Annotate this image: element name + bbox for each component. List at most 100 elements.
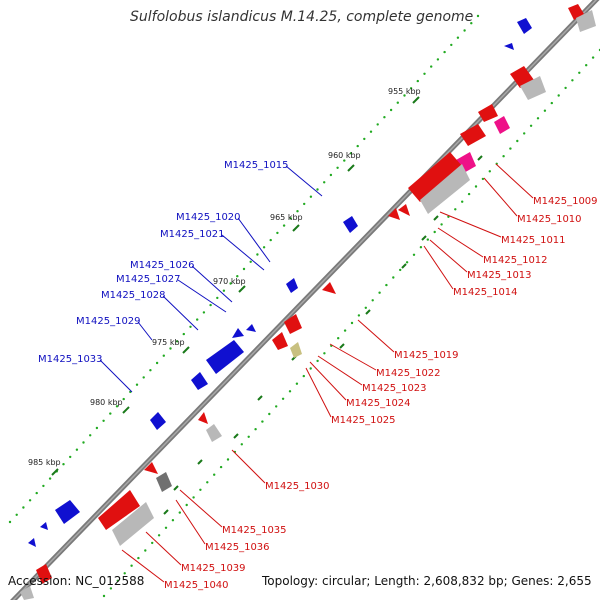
scale-dot [189, 325, 192, 328]
leader-line [191, 265, 233, 303]
leader-line [175, 499, 206, 545]
tick-mark [122, 406, 130, 414]
scale-ticks: 955 kbp 960 kbp 965 kbp 970 kbp 975 kbp 980 k… [28, 87, 483, 543]
scale-dot [433, 230, 436, 234]
scale-dot [48, 477, 52, 480]
tick-mark-minor [477, 155, 483, 161]
forward-gene [206, 340, 244, 374]
scale-dot [62, 463, 65, 466]
gene-label-reverse: M1425_1013 [467, 270, 532, 281]
forward-gene [504, 43, 514, 50]
gene-label-reverse: M1425_1009 [533, 196, 598, 207]
leader-line [99, 359, 133, 393]
leader-line [145, 531, 182, 566]
forward-gene [232, 328, 244, 338]
tick-mark-minor [339, 343, 345, 349]
scale-dot [135, 383, 139, 386]
scale-dot [329, 173, 333, 177]
scale-dot [289, 217, 292, 220]
scale-dot [206, 481, 209, 484]
scale-dot [144, 549, 147, 552]
scale-dot-tracks [8, 14, 600, 598]
tick-mark [238, 285, 246, 293]
leader-line [221, 234, 265, 271]
leader-line [423, 245, 454, 290]
scale-dot [202, 311, 206, 314]
scale-dot [288, 390, 292, 393]
scale-dot [376, 123, 379, 126]
leader-line [179, 489, 223, 528]
gene-label-reverse: M1425_1039 [181, 563, 246, 574]
gene-label-forward: M1425_1033 [38, 354, 103, 365]
scale-dot [95, 426, 99, 430]
leader-line [309, 361, 347, 401]
scale-dot [461, 200, 464, 203]
scale-dot [378, 291, 381, 294]
scale-dot [323, 181, 326, 184]
forward-gene [28, 538, 36, 547]
pseudo-gene [494, 116, 510, 134]
scale-dot [213, 473, 216, 476]
scale-dot [196, 318, 199, 321]
forward-gene [517, 18, 532, 34]
scale-dot [389, 108, 393, 112]
scale-dot [529, 124, 533, 128]
rna-feature [576, 10, 596, 32]
scale-dot [470, 22, 473, 25]
leader-line [285, 165, 323, 197]
scale-dot [162, 354, 165, 357]
tick-mark [182, 346, 190, 354]
scale-dot [262, 246, 266, 249]
tick-mark-minor [401, 263, 407, 269]
tick-label: 975 kbp [152, 338, 185, 347]
scale-dot [309, 367, 312, 370]
tick-label: 980 kbp [90, 398, 123, 407]
scale-dot [309, 195, 313, 198]
reverse-gene [408, 152, 462, 202]
gene-label-forward: M1425_1020 [176, 212, 241, 223]
scale-dot [488, 170, 491, 173]
accession-text: Accession: NC_012588 [8, 574, 145, 588]
scale-dot [396, 101, 399, 104]
scale-dot [502, 155, 505, 158]
tick-mark-minor [173, 485, 179, 491]
scale-dot [142, 376, 145, 379]
tick-mark [347, 164, 355, 172]
reverse-gene [144, 462, 158, 474]
reverse-gene [198, 412, 208, 424]
scale-dot [102, 419, 105, 422]
tick-label: 965 kbp [270, 213, 303, 222]
leader-line [437, 227, 484, 258]
scale-dot [35, 491, 38, 495]
scale-dot [175, 340, 179, 343]
scale-dot [216, 296, 219, 300]
leader-line [329, 343, 377, 371]
scale-dot [371, 299, 374, 302]
forward-gene [191, 372, 208, 390]
scale-dot [356, 144, 359, 148]
scale-dot [236, 275, 239, 278]
tick-label: 955 kbp [388, 87, 421, 96]
scale-dot [155, 361, 159, 365]
scale-dot [316, 359, 319, 363]
scale-dot [543, 109, 547, 112]
scale-dot [557, 94, 560, 97]
scale-dot [240, 443, 243, 446]
scale-dot [15, 513, 18, 516]
scale-dot [185, 503, 188, 507]
scale-dot [247, 435, 250, 438]
scale-dot [115, 405, 119, 408]
scale-dot [303, 202, 306, 206]
scale-dot [102, 594, 106, 598]
reverse-gene [478, 104, 498, 122]
scale-dot [254, 428, 257, 431]
tick-mark [412, 96, 420, 104]
tick-label: 960 kbp [328, 151, 361, 160]
scale-dot [357, 314, 361, 317]
leader-line [177, 279, 227, 313]
rna-feature [420, 164, 470, 214]
tick-label: 970 kbp [213, 277, 246, 286]
forward-gene [55, 500, 80, 524]
scale-dot [343, 159, 346, 162]
